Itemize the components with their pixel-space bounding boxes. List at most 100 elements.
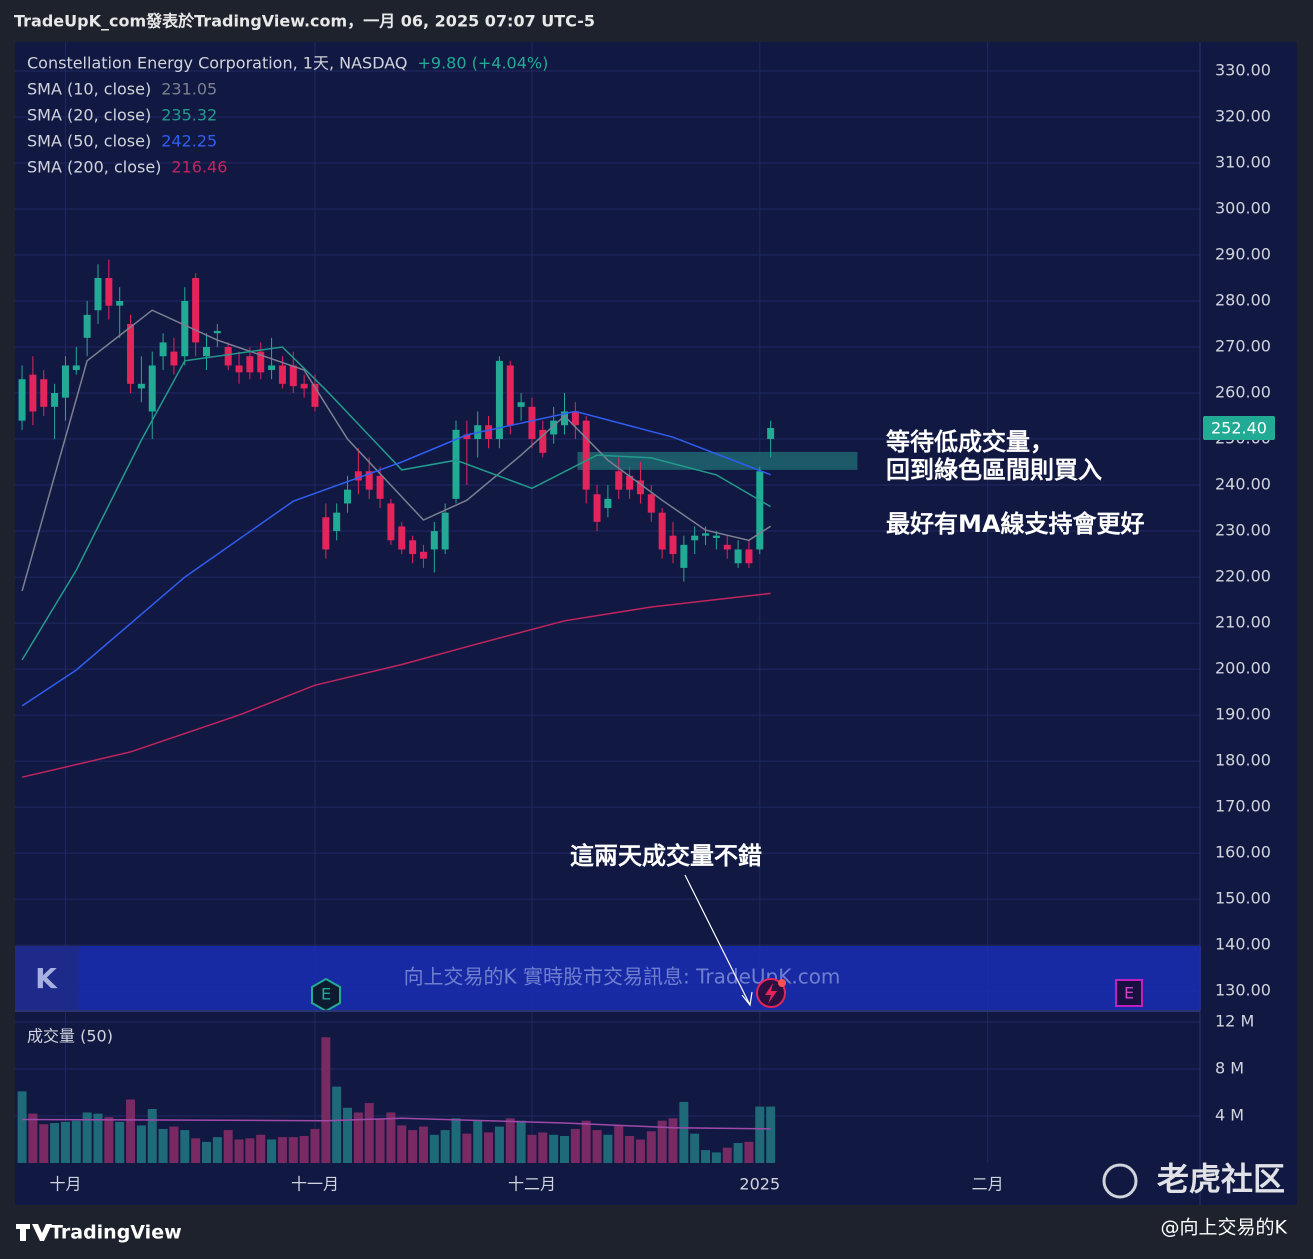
volume-bar (701, 1150, 711, 1163)
volume-bar (343, 1107, 353, 1163)
candle-body (658, 512, 666, 550)
candle-body (723, 544, 731, 550)
volume-bar (353, 1112, 363, 1163)
volume-bar (679, 1101, 689, 1163)
candle-body (148, 365, 156, 412)
volume-bar (136, 1125, 146, 1163)
volume-bar (494, 1126, 504, 1163)
legend: Constellation Energy Corporation, 1天, NA… (27, 54, 548, 177)
footer (0, 1206, 1313, 1259)
legend-value: +9.80 (+4.04%) (418, 54, 549, 73)
y-tick-label: 190.00 (1215, 705, 1271, 724)
volume-bar (28, 1113, 38, 1163)
annotation: 這兩天成交量不錯 (570, 842, 762, 870)
volume-bar (408, 1130, 418, 1163)
arrow-head (741, 991, 753, 1007)
author: @向上交易的K (1161, 1217, 1288, 1239)
volume-bar (288, 1137, 298, 1163)
y-tick-label: 180.00 (1215, 751, 1271, 770)
y-tick-label: 130.00 (1215, 981, 1271, 1000)
volume-bar (332, 1086, 342, 1163)
volume-tick-label: 4 M (1215, 1105, 1244, 1124)
volume-bar (39, 1124, 49, 1163)
volume-bar (321, 1037, 331, 1163)
y-tick-label: 310.00 (1215, 153, 1271, 172)
candle-body (636, 480, 644, 495)
volume-bar (17, 1091, 27, 1163)
candle-body (539, 429, 547, 453)
tv-mark (16, 1224, 52, 1241)
volume-bar (310, 1128, 320, 1163)
y-tick-label: 330.00 (1215, 60, 1271, 79)
candle-body (105, 278, 113, 306)
volume-bar (603, 1134, 613, 1163)
legend-value: 242.25 (161, 132, 217, 151)
y-tick-label: 160.00 (1215, 843, 1271, 862)
candle-body (268, 365, 276, 371)
volume-bar (277, 1137, 287, 1163)
news-dot (778, 979, 786, 987)
brand: TradingView (50, 1222, 182, 1244)
volume-bar (418, 1126, 428, 1163)
volume-bar (397, 1125, 407, 1163)
volume-bar (169, 1126, 179, 1163)
volume-bar (766, 1106, 776, 1163)
volume-bar (462, 1133, 472, 1163)
volume-bar (115, 1121, 125, 1163)
candle-body (626, 475, 634, 490)
earnings-badge[interactable] (1115, 979, 1143, 1007)
candle-body (485, 425, 493, 440)
candle-body (441, 512, 449, 550)
ma-line (21, 410, 771, 707)
x-tick-label: 十一月 (291, 1175, 339, 1194)
volume-bar (570, 1128, 580, 1163)
candle-body (398, 526, 406, 550)
candle-body (528, 406, 536, 440)
candle-body (495, 360, 503, 440)
candle-body (354, 471, 362, 481)
candle-body (224, 347, 232, 366)
volume-ma-line (22, 1117, 771, 1130)
volume-bar (484, 1132, 494, 1163)
volume-tick-label: 8 M (1215, 1058, 1244, 1077)
y-tick-label: 280.00 (1215, 291, 1271, 310)
volume-bar (245, 1138, 255, 1163)
candle-body (257, 351, 265, 373)
volume-bar (191, 1138, 201, 1163)
candle-body (127, 324, 135, 384)
volume-bar (234, 1139, 244, 1163)
volume-title: 成交量 (50) (27, 1027, 113, 1046)
candle-body (409, 540, 417, 555)
volume-bar (386, 1112, 396, 1163)
volume-bar (440, 1130, 450, 1163)
volume-bar (560, 1135, 570, 1163)
legend-value: 231.05 (161, 80, 217, 99)
candle-body (289, 365, 297, 387)
candle-body (463, 434, 471, 440)
candle-body (344, 489, 352, 504)
candle-body (170, 351, 178, 366)
candle-body (419, 551, 427, 559)
candle-body (192, 278, 200, 343)
volume-bar (592, 1130, 602, 1163)
annotation: 回到綠色區間則買入 (886, 456, 1102, 484)
volume-bar (375, 1118, 385, 1163)
candle-body (322, 517, 330, 550)
candle-body (246, 356, 254, 373)
volume-bar (538, 1132, 548, 1163)
candle-body (159, 342, 167, 357)
candle-body (387, 503, 395, 541)
volume-bar (614, 1125, 624, 1163)
lightning (765, 983, 777, 1004)
volume-bar (71, 1120, 81, 1163)
volume-bar (668, 1118, 678, 1163)
candle-body (745, 549, 753, 564)
candle-body (550, 420, 558, 435)
volume-bar (581, 1120, 591, 1163)
candle-body (376, 475, 384, 499)
legend-name: Constellation Energy Corporation, 1天, NA… (27, 54, 408, 73)
candle-body (181, 301, 189, 357)
volume-bar (60, 1121, 70, 1163)
y-tick-label: 220.00 (1215, 567, 1271, 586)
candle-body (40, 379, 48, 407)
